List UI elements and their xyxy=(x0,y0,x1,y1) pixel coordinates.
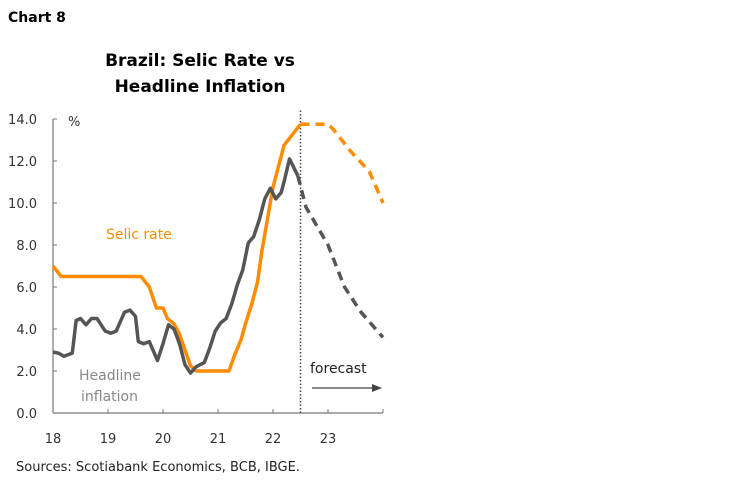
y-tick-label: 8.0 xyxy=(16,239,37,254)
y-tick-label: 0.0 xyxy=(16,407,37,422)
selic-forecast-line xyxy=(300,122,385,204)
x-tick-label: 21 xyxy=(210,432,227,447)
x-tick-label: 19 xyxy=(100,432,117,447)
inflation-label-line1: Headline xyxy=(79,368,141,384)
x-tick-label: 18 xyxy=(45,432,62,447)
chart-title-line1: Brazil: Selic Rate vs xyxy=(105,51,295,71)
y-tick-label: 2.0 xyxy=(16,365,37,380)
y-tick-label: 10.0 xyxy=(8,197,37,212)
y-tick-label: 4.0 xyxy=(16,323,37,338)
inflation-forecast-line xyxy=(296,175,385,339)
chart-label: Chart 8 xyxy=(8,10,66,26)
source-note: Sources: Scotiabank Economics, BCB, IBGE… xyxy=(16,460,300,475)
selic-label: Selic rate xyxy=(106,227,172,243)
y-tick-label: 14.0 xyxy=(8,113,37,128)
chart-title-line2: Headline Inflation xyxy=(115,77,286,97)
inflation-line xyxy=(52,157,300,375)
x-tick-label: 20 xyxy=(155,432,172,447)
forecast-arrowhead xyxy=(372,384,382,392)
y-axis-label: % xyxy=(68,115,80,130)
forecast-label: forecast xyxy=(310,361,367,377)
y-tick-label: 6.0 xyxy=(16,281,37,296)
x-tick-label: 22 xyxy=(265,432,282,447)
x-tick-label: 23 xyxy=(320,432,337,447)
inflation-label-line2: inflation xyxy=(81,389,138,405)
y-tick-label: 12.0 xyxy=(8,155,37,170)
selic-line xyxy=(51,123,302,373)
